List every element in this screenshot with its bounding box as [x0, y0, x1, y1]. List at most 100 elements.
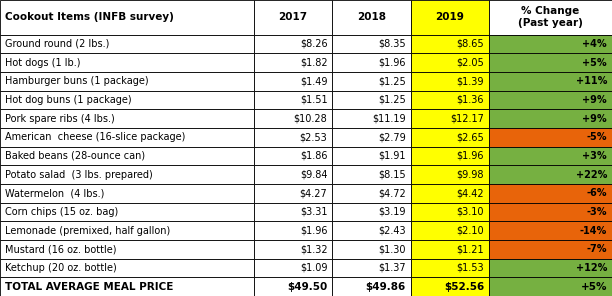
Text: Hot dogs (1 lb.): Hot dogs (1 lb.): [5, 57, 80, 67]
Text: $1.49: $1.49: [300, 76, 327, 86]
Text: $8.26: $8.26: [300, 39, 327, 49]
Bar: [0, 0, 254, 35]
Bar: [254, 109, 332, 128]
Bar: [0, 165, 254, 184]
Bar: [489, 35, 612, 53]
Bar: [411, 165, 489, 184]
Text: American  cheese (16-slice package): American cheese (16-slice package): [5, 132, 185, 142]
Bar: [0, 91, 254, 109]
Text: $10.28: $10.28: [294, 114, 327, 124]
Bar: [411, 53, 489, 72]
Bar: [332, 91, 411, 109]
Bar: [0, 53, 254, 72]
Text: $8.65: $8.65: [457, 39, 484, 49]
Text: Potato salad  (3 lbs. prepared): Potato salad (3 lbs. prepared): [5, 170, 152, 180]
Bar: [489, 91, 612, 109]
Text: +12%: +12%: [576, 263, 607, 273]
Bar: [254, 221, 332, 240]
Text: $1.09: $1.09: [300, 263, 327, 273]
Bar: [489, 221, 612, 240]
Bar: [0, 128, 254, 147]
Bar: [254, 277, 332, 296]
Bar: [489, 277, 612, 296]
Text: -3%: -3%: [587, 207, 607, 217]
Bar: [332, 165, 411, 184]
Bar: [332, 0, 411, 35]
Text: $3.31: $3.31: [300, 207, 327, 217]
Bar: [332, 72, 411, 91]
Bar: [411, 72, 489, 91]
Text: $2.53: $2.53: [300, 132, 327, 142]
Bar: [254, 184, 332, 203]
Bar: [0, 203, 254, 221]
Text: +4%: +4%: [583, 39, 607, 49]
Text: $4.42: $4.42: [457, 188, 484, 198]
Text: -5%: -5%: [587, 132, 607, 142]
Bar: [489, 109, 612, 128]
Bar: [489, 165, 612, 184]
Bar: [332, 277, 411, 296]
Bar: [0, 35, 254, 53]
Bar: [411, 35, 489, 53]
Text: $1.39: $1.39: [457, 76, 484, 86]
Bar: [332, 109, 411, 128]
Text: Watermelon  (4 lbs.): Watermelon (4 lbs.): [5, 188, 104, 198]
Text: Hamburger buns (1 package): Hamburger buns (1 package): [5, 76, 149, 86]
Bar: [0, 277, 254, 296]
Bar: [411, 221, 489, 240]
Bar: [411, 240, 489, 259]
Bar: [254, 165, 332, 184]
Text: Cookout Items (INFB survey): Cookout Items (INFB survey): [5, 12, 174, 22]
Text: -14%: -14%: [580, 226, 607, 236]
Text: $2.43: $2.43: [378, 226, 406, 236]
Text: $4.27: $4.27: [300, 188, 327, 198]
Text: $11.19: $11.19: [372, 114, 406, 124]
Bar: [332, 184, 411, 203]
Bar: [254, 35, 332, 53]
Bar: [411, 128, 489, 147]
Text: $49.86: $49.86: [365, 282, 406, 292]
Bar: [332, 240, 411, 259]
Text: $1.32: $1.32: [300, 244, 327, 254]
Bar: [332, 53, 411, 72]
Bar: [332, 221, 411, 240]
Bar: [411, 147, 489, 165]
Bar: [411, 203, 489, 221]
Bar: [254, 259, 332, 277]
Bar: [489, 259, 612, 277]
Text: +3%: +3%: [583, 151, 607, 161]
Text: $52.56: $52.56: [444, 282, 484, 292]
Text: $9.98: $9.98: [457, 170, 484, 180]
Text: -6%: -6%: [587, 188, 607, 198]
Bar: [0, 109, 254, 128]
Bar: [489, 128, 612, 147]
Text: $1.96: $1.96: [457, 151, 484, 161]
Bar: [254, 147, 332, 165]
Bar: [254, 72, 332, 91]
Text: +9%: +9%: [583, 95, 607, 105]
Text: $1.25: $1.25: [378, 76, 406, 86]
Bar: [254, 128, 332, 147]
Bar: [411, 259, 489, 277]
Text: $4.72: $4.72: [378, 188, 406, 198]
Text: $1.25: $1.25: [378, 95, 406, 105]
Text: 2019: 2019: [435, 12, 465, 22]
Text: $8.35: $8.35: [378, 39, 406, 49]
Bar: [411, 109, 489, 128]
Text: Hot dog buns (1 package): Hot dog buns (1 package): [5, 95, 132, 105]
Text: $9.84: $9.84: [300, 170, 327, 180]
Bar: [489, 53, 612, 72]
Bar: [332, 203, 411, 221]
Text: $2.65: $2.65: [457, 132, 484, 142]
Bar: [332, 35, 411, 53]
Bar: [489, 0, 612, 35]
Bar: [0, 240, 254, 259]
Bar: [0, 184, 254, 203]
Text: 2017: 2017: [278, 12, 308, 22]
Bar: [489, 147, 612, 165]
Bar: [411, 184, 489, 203]
Bar: [411, 91, 489, 109]
Bar: [0, 147, 254, 165]
Bar: [411, 0, 489, 35]
Bar: [489, 240, 612, 259]
